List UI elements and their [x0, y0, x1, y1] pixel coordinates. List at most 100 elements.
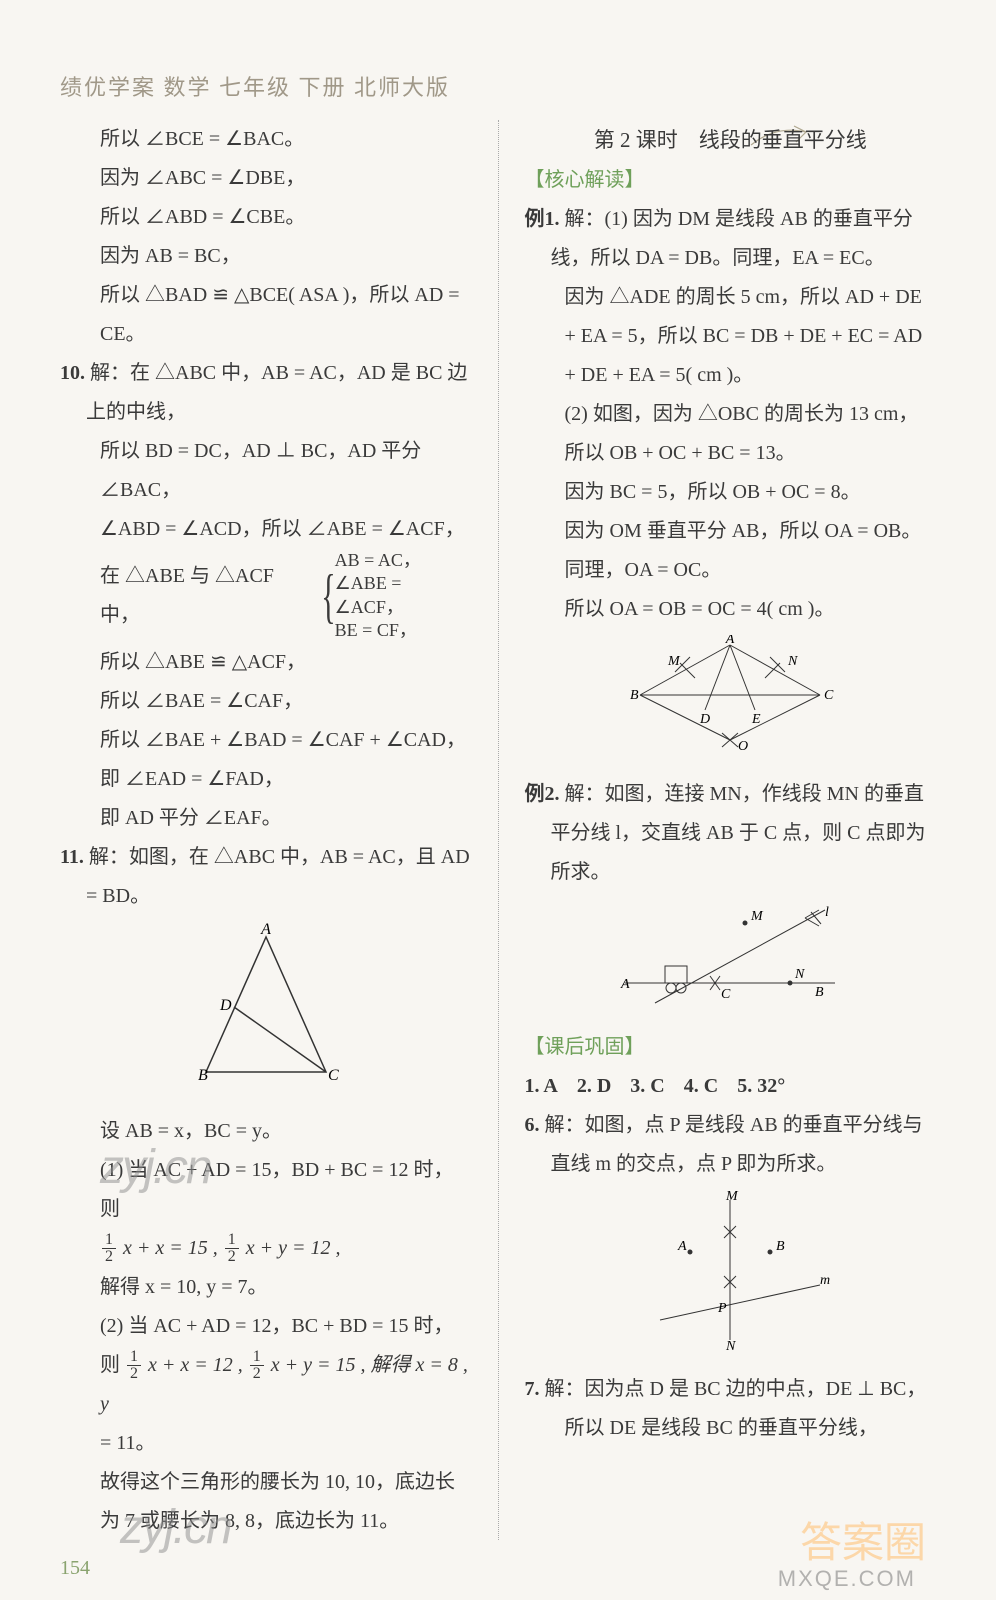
text-line: (1) 当 AC + AD = 15，BD + BC = 12 时，则: [60, 1151, 472, 1229]
left-column: 所以 ∠BCE = ∠BAC。 因为 ∠ABC = ∠DBE， 所以 ∠ABD …: [60, 120, 472, 1540]
q6-line: 6. 解：如图，点 P 是线段 AB 的垂直平分线与直线 m 的交点，点 P 即…: [525, 1106, 937, 1184]
svg-text:l: l: [825, 905, 829, 920]
text-line: 因为 AB = BC，: [60, 237, 472, 276]
answer: 1. A: [525, 1075, 558, 1097]
q6-text: 解：如图，点 P 是线段 AB 的垂直平分线与直线 m 的交点，点 P 即为所求…: [545, 1114, 923, 1175]
core-heading: 【核心解读】: [525, 161, 937, 200]
ex2-label: 例2.: [525, 783, 560, 805]
svg-text:N: N: [787, 654, 798, 669]
text-line: 所以 △BAD ≌ △BCE( ASA )，所以 AD = CE。: [60, 276, 472, 354]
ex2-line: 例2. 解：如图，连接 MN，作线段 MN 的垂直平分线 l，交直线 AB 于 …: [525, 775, 937, 892]
text-line: 解得 x = 10, y = 7。: [60, 1268, 472, 1307]
text-line: 因为 ∠ABC = ∠DBE，: [60, 159, 472, 198]
svg-text:B: B: [776, 1239, 785, 1254]
answer: 5. 32°: [737, 1075, 785, 1097]
content-area: 所以 ∠BCE = ∠BAC。 因为 ∠ABC = ∠DBE， 所以 ∠ABD …: [60, 120, 936, 1540]
q7-text: 解：因为点 D 是 BC 边的中点，DE ⊥ BC，: [545, 1378, 927, 1400]
page-number: 154: [60, 1557, 90, 1580]
svg-text:A: A: [677, 1239, 687, 1254]
brace-item: AB = AC，: [335, 549, 472, 572]
text-line: 所以 ∠BAE + ∠BAD = ∠CAF + ∠CAD，: [60, 721, 472, 760]
text-line: 所以 △ABE ≌ △ACF，: [60, 643, 472, 682]
text-line: (2) 当 AC + AD = 12，BC + BD = 15 时，: [60, 1307, 472, 1346]
watermark: MXQE.COM: [778, 1566, 916, 1592]
text-line: 所以 ∠BAE = ∠CAF，: [60, 682, 472, 721]
ex1-label: 例1.: [525, 208, 560, 230]
svg-text:M: M: [750, 909, 764, 924]
answer: 3. C: [630, 1075, 664, 1097]
svg-text:C: C: [824, 688, 834, 703]
answer: 4. C: [684, 1075, 718, 1097]
text-line: ∠ABD = ∠ACD，所以 ∠ABE = ∠ACF，: [60, 510, 472, 549]
fig-label: D: [219, 997, 232, 1014]
fig-label: B: [198, 1067, 208, 1084]
text-line: 所以 BD = DC，AD ⊥ BC，AD 平分 ∠BAC，: [60, 432, 472, 510]
svg-text:C: C: [721, 987, 731, 1002]
q11-line: 11. 解：如图，在 △ABC 中，AB = AC，且 AD = BD。: [60, 838, 472, 916]
q7-line: 7. 解：因为点 D 是 BC 边的中点，DE ⊥ BC，: [525, 1370, 937, 1409]
text-line: 所以 DE 是线段 BC 的垂直平分线，: [525, 1409, 937, 1448]
figure-bisector-1: A B C M N l: [525, 898, 937, 1022]
brace-group: { AB = AC， ∠ABE = ∠ACF， BE = CF，: [318, 549, 472, 643]
text-line: 所以 ∠ABD = ∠CBE。: [60, 198, 472, 237]
q7-label: 7.: [525, 1378, 540, 1400]
equation-line: 12 x + x = 15 , 12 x + y = 12 ,: [60, 1229, 472, 1268]
svg-text:m: m: [820, 1273, 830, 1288]
svg-text:O: O: [738, 739, 748, 754]
svg-text:B: B: [815, 985, 824, 1000]
text-line: 所以 OA = OB = OC = 4( cm )。: [525, 590, 937, 629]
brace-line: 在 △ABE 与 △ACF 中， { AB = AC， ∠ABE = ∠ACF，…: [60, 549, 472, 643]
figure-rhombus: A B C D E M N O: [525, 635, 937, 769]
section-title: 第 2 课时 线段的垂直平分线: [525, 120, 937, 161]
text-line: 所以 OB + OC + BC = 13。: [525, 434, 937, 473]
svg-text:N: N: [725, 1339, 736, 1350]
eq: x + x = 12 ,: [148, 1354, 243, 1376]
q11-label: 11.: [60, 846, 84, 868]
answers-row: 1. A 2. D 3. C 4. C 5. 32°: [525, 1067, 937, 1106]
figure-triangle: A B C D: [60, 922, 472, 1106]
text-line: 即 AD 平分 ∠EAF。: [60, 799, 472, 838]
q6-label: 6.: [525, 1114, 540, 1136]
svg-text:A: A: [725, 635, 735, 647]
text-line: 因为 △ADE 的周长 5 cm，所以 AD + DE + EA = 5，所以 …: [525, 278, 937, 395]
svg-text:D: D: [699, 712, 710, 727]
svg-text:P: P: [717, 1301, 727, 1316]
ex2-text: 解：如图，连接 MN，作线段 MN 的垂直平分线 l，交直线 AB 于 C 点，…: [551, 783, 926, 883]
svg-text:M: M: [667, 654, 681, 669]
header-title: 绩优学案 数学 七年级 下册 北师大版: [60, 75, 450, 100]
text-line: 因为 BC = 5，所以 OB + OC = 8。: [525, 473, 937, 512]
left-brace-icon: {: [321, 568, 335, 624]
text-line: (2) 如图，因为 △OBC 的周长为 13 cm，: [525, 395, 937, 434]
text-line: 所以 ∠BCE = ∠BAC。: [60, 120, 472, 159]
eq: x + x = 15 ,: [123, 1237, 218, 1259]
text-line: 因为 OM 垂直平分 AB，所以 OA = OB。: [525, 512, 937, 551]
afterclass-heading: 【课后巩固】: [525, 1028, 937, 1067]
brace-item: BE = CF，: [335, 619, 472, 642]
ex1-line: 例1. 解：(1) 因为 DM 是线段 AB 的垂直平分线，所以 DA = DB…: [525, 200, 937, 278]
text-line: 故得这个三角形的腰长为 10, 10，底边长为 7 或腰长为 8, 8，底边长为…: [60, 1463, 472, 1541]
answer: 2. D: [577, 1075, 611, 1097]
text-line: = 11。: [60, 1424, 472, 1463]
text-line: 即 ∠EAD = ∠FAD，: [60, 760, 472, 799]
brace-pre: 在 △ABE 与 △ACF 中，: [100, 557, 314, 635]
equation-line: 则 12 x + x = 12 , 12 x + y = 15 , 解得 x =…: [60, 1346, 472, 1424]
brace-item: ∠ABE = ∠ACF，: [335, 572, 472, 619]
q11-text: 解：如图，在 △ABC 中，AB = AC，且 AD = BD。: [86, 846, 470, 907]
text-line: 同理，OA = OC。: [525, 551, 937, 590]
text-line: 设 AB = x，BC = y。: [60, 1112, 472, 1151]
svg-text:E: E: [751, 712, 761, 727]
eq: 则: [100, 1354, 120, 1376]
q10-label: 10.: [60, 362, 85, 384]
ex1-text: 解：(1) 因为 DM 是线段 AB 的垂直平分线，所以 DA = DB。同理，…: [551, 208, 913, 269]
svg-text:A: A: [620, 977, 630, 992]
q10-line: 10. 解：在 △ABC 中，AB = AC，AD 是 BC 边上的中线，: [60, 354, 472, 432]
fig-label: A: [260, 922, 271, 938]
svg-text:N: N: [794, 967, 805, 982]
right-column: 第 2 课时 线段的垂直平分线 【核心解读】 例1. 解：(1) 因为 DM 是…: [525, 120, 937, 1540]
q10-text: 解：在 △ABC 中，AB = AC，AD 是 BC 边上的中线，: [86, 362, 467, 423]
eq: x + y = 12 ,: [246, 1237, 341, 1259]
fig-label: C: [328, 1067, 339, 1084]
svg-text:M: M: [725, 1190, 739, 1204]
page-header: 绩优学案 数学 七年级 下册 北师大版: [60, 70, 936, 110]
column-divider: [498, 120, 499, 1540]
